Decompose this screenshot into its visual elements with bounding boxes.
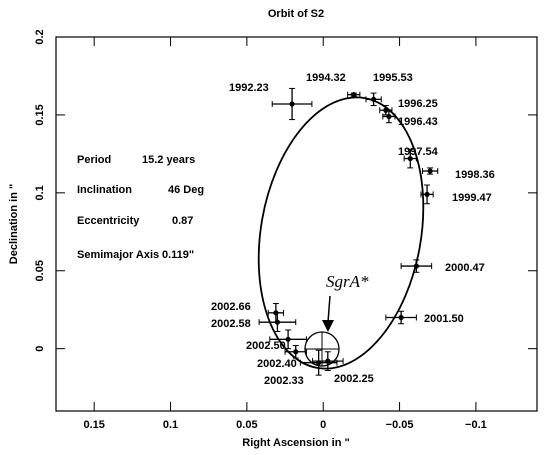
x-tick-label: 0 [320,419,326,431]
param-label: Semimajor Axis [77,249,159,261]
data-point [351,92,357,98]
point-label: 1995.53 [373,72,413,84]
y-tick-label: 0.05 [34,260,46,281]
x-tick-label: −0.1 [465,419,487,431]
x-tick-label: 0.05 [236,419,257,431]
data-point [424,191,430,197]
param-label: Period [77,154,111,166]
y-tick-label: 0 [34,346,46,352]
point-label: 1992.23 [229,82,269,94]
data-point [273,310,279,316]
x-tick-label: 0.15 [83,419,104,431]
param-label: Inclination [77,184,132,196]
arrow [327,295,331,323]
point-label: 2002.25 [334,373,374,385]
point-label: 2002.50 [246,340,286,352]
data-point [386,113,392,120]
data-point [413,263,419,269]
data-point [316,360,322,366]
point-label: 2002.40 [257,358,297,370]
point-label: 2000.47 [445,262,485,274]
plot-frame [55,36,538,412]
point-label: 2002.66 [211,301,251,313]
param-value: 46 Deg [168,184,204,196]
y-tick-label: 0.2 [34,29,46,44]
point-label: 1994.32 [306,72,346,84]
data-point [293,349,299,355]
param-value: 0.119" [162,249,194,261]
data-point [427,168,433,174]
sgra-label: SgrA* [326,272,369,291]
chart-title: Orbit of S2 [268,8,324,20]
data-point [371,96,377,102]
y-tick-label: 0.1 [34,185,46,200]
point-label: 1996.43 [398,116,438,128]
orbit-fit [257,96,425,370]
point-label: 1996.25 [398,98,438,110]
point-label: 1997.54 [398,146,439,158]
param-value: 15.2 years [142,154,195,166]
point-label: 2002.33 [264,375,304,387]
param-label: Eccentricity [77,215,140,227]
y-tick-label: 0.15 [34,104,46,125]
arrow-head [322,320,334,332]
x-tick-label: 0.1 [163,419,178,431]
point-label: 1999.47 [452,192,492,204]
data-point [407,155,413,162]
y-axis-label: Declination in " [8,184,20,264]
data-point [289,101,295,107]
point-label: 2002.58 [211,318,251,330]
data-point [285,336,291,342]
point-label: 1998.36 [455,169,495,181]
data-point [398,314,404,321]
x-axis-label: Right Ascension in " [242,437,349,449]
x-tick-label: −0.05 [386,419,414,431]
data-point [383,107,389,113]
point-label: 2001.50 [424,313,464,325]
param-value: 0.87 [172,215,193,227]
